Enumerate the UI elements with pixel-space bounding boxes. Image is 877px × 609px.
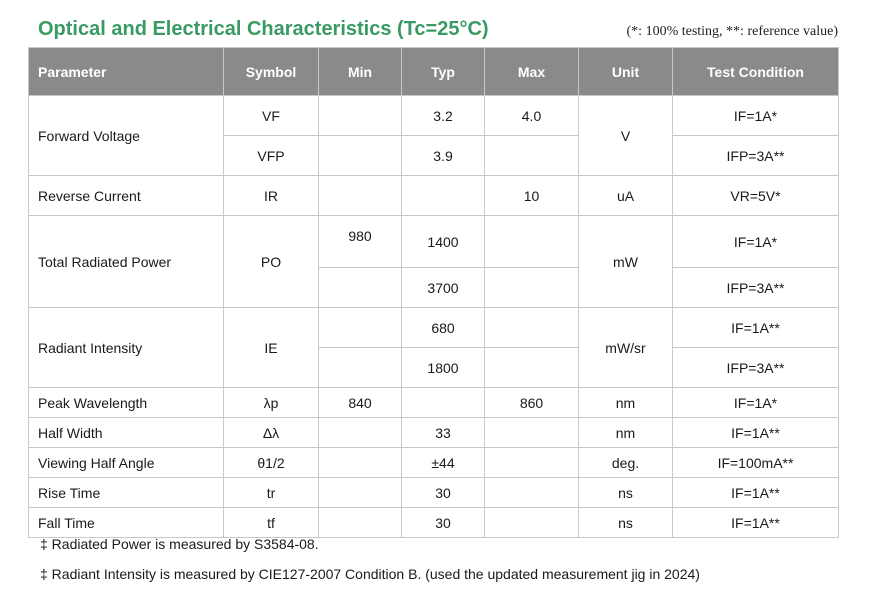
col-header-test-condition: Test Condition xyxy=(672,47,839,96)
unit-cell: ns xyxy=(578,507,673,538)
typ-cell: 680 xyxy=(401,307,485,348)
unit-cell: ns xyxy=(578,477,673,508)
typ-cell: 1400 xyxy=(401,215,485,268)
max-cell: 860 xyxy=(484,387,579,418)
col-header-min: Min xyxy=(318,47,402,96)
typ-cell: 33 xyxy=(401,417,485,448)
max-cell xyxy=(484,507,579,538)
max-cell xyxy=(484,307,579,348)
min-cell xyxy=(318,267,402,308)
max-cell: 4.0 xyxy=(484,95,579,136)
max-cell xyxy=(484,347,579,388)
min-cell xyxy=(318,507,402,538)
condition-cell: IF=100mA** xyxy=(672,447,839,478)
col-header-unit: Unit xyxy=(578,47,673,96)
table-row: Radiant Intensity IE 680 mW/sr IF=1A** xyxy=(28,307,839,388)
col-header-parameter: Parameter xyxy=(28,47,224,96)
symbol-cell: IE xyxy=(223,307,319,388)
footnote-radiant-intensity: ‡ Radiant Intensity is measured by CIE12… xyxy=(40,566,700,582)
typ-cell: 3700 xyxy=(401,267,485,308)
min-cell: 980 xyxy=(318,215,402,268)
condition-cell: IF=1A* xyxy=(672,215,839,268)
condition-cell: IFP=3A** xyxy=(672,135,839,176)
min-cell xyxy=(318,347,402,388)
min-cell xyxy=(318,175,402,216)
col-header-symbol: Symbol xyxy=(223,47,319,96)
typ-cell xyxy=(401,387,485,418)
symbol-cell: tr xyxy=(223,477,319,508)
parameter-cell: Fall Time xyxy=(28,507,224,538)
symbol-cell: λp xyxy=(223,387,319,418)
table-row: Fall Time tf 30 ns IF=1A** xyxy=(28,507,839,538)
symbol-cell: VFP xyxy=(223,135,319,176)
typ-cell: 3.2 xyxy=(401,95,485,136)
condition-cell: IFP=3A** xyxy=(672,347,839,388)
condition-cell: IF=1A* xyxy=(672,387,839,418)
page-title: Optical and Electrical Characteristics (… xyxy=(38,18,489,40)
parameter-cell: Radiant Intensity xyxy=(28,307,224,388)
min-cell xyxy=(318,447,402,478)
footnote-radiated-power: ‡ Radiated Power is measured by S3584-08… xyxy=(40,536,319,552)
condition-cell: IF=1A* xyxy=(672,95,839,136)
table-row: Rise Time tr 30 ns IF=1A** xyxy=(28,477,839,508)
symbol-cell: VF xyxy=(223,95,319,136)
table-row: Forward Voltage VF 3.2 4.0 V IF=1A* xyxy=(28,95,839,176)
testing-note: (*: 100% testing, **: reference value) xyxy=(626,24,838,39)
symbol-cell: PO xyxy=(223,215,319,308)
col-header-typ: Typ xyxy=(401,47,485,96)
symbol-cell: IR xyxy=(223,175,319,216)
max-cell xyxy=(484,267,579,308)
condition-cell: IF=1A** xyxy=(672,307,839,348)
min-cell xyxy=(318,95,402,136)
min-cell xyxy=(318,417,402,448)
typ-cell: ±44 xyxy=(401,447,485,478)
condition-cell: VR=5V* xyxy=(672,175,839,216)
parameter-cell: Half Width xyxy=(28,417,224,448)
unit-cell: uA xyxy=(578,175,673,216)
parameter-cell: Total Radiated Power xyxy=(28,215,224,308)
table-row: Total Radiated Power PO 980 1400 mW IF=1… xyxy=(28,215,839,308)
typ-cell xyxy=(401,175,485,216)
parameter-cell: Rise Time xyxy=(28,477,224,508)
table-row: Viewing Half Angle θ1/2 ±44 deg. IF=100m… xyxy=(28,447,839,478)
unit-cell: V xyxy=(578,95,673,176)
unit-cell: deg. xyxy=(578,447,673,478)
unit-cell: mW xyxy=(578,215,673,308)
max-cell xyxy=(484,215,579,268)
min-cell xyxy=(318,307,402,348)
min-cell: 840 xyxy=(318,387,402,418)
symbol-cell: tf xyxy=(223,507,319,538)
condition-cell: IF=1A** xyxy=(672,417,839,448)
unit-cell: nm xyxy=(578,417,673,448)
condition-cell: IFP=3A** xyxy=(672,267,839,308)
condition-cell: IF=1A** xyxy=(672,507,839,538)
table-header-row: Parameter Symbol Min Typ Max Unit Test C… xyxy=(28,47,839,96)
max-cell xyxy=(484,477,579,508)
table-row: Reverse Current IR 10 uA VR=5V* xyxy=(28,175,839,216)
typ-cell: 30 xyxy=(401,507,485,538)
parameter-cell: Viewing Half Angle xyxy=(28,447,224,478)
condition-cell: IF=1A** xyxy=(672,477,839,508)
symbol-cell: θ1/2 xyxy=(223,447,319,478)
parameter-cell: Peak Wavelength xyxy=(28,387,224,418)
max-cell xyxy=(484,447,579,478)
symbol-cell: Δλ xyxy=(223,417,319,448)
unit-cell: mW/sr xyxy=(578,307,673,388)
max-cell xyxy=(484,417,579,448)
max-cell xyxy=(484,135,579,176)
col-header-max: Max xyxy=(484,47,579,96)
unit-cell: nm xyxy=(578,387,673,418)
max-cell: 10 xyxy=(484,175,579,216)
characteristics-table: Parameter Symbol Min Typ Max Unit Test C… xyxy=(28,47,839,538)
typ-cell: 1800 xyxy=(401,347,485,388)
typ-cell: 3.9 xyxy=(401,135,485,176)
min-cell xyxy=(318,135,402,176)
min-cell xyxy=(318,477,402,508)
table-row: Peak Wavelength λp 840 860 nm IF=1A* xyxy=(28,387,839,418)
typ-cell: 30 xyxy=(401,477,485,508)
parameter-cell: Reverse Current xyxy=(28,175,224,216)
parameter-cell: Forward Voltage xyxy=(28,95,224,176)
table-row: Half Width Δλ 33 nm IF=1A** xyxy=(28,417,839,448)
table-row: 1800 IFP=3A** xyxy=(29,347,839,388)
